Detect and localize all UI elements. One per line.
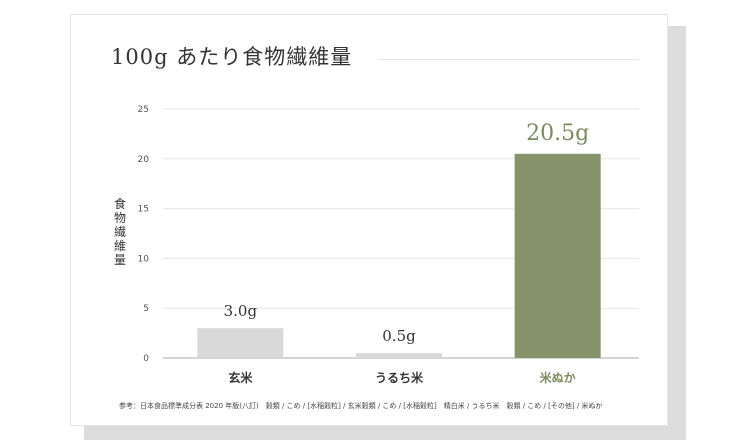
x-tick-label: うるち米 <box>375 370 424 385</box>
bar <box>197 328 284 358</box>
y-tick-label: 0 <box>143 354 149 364</box>
data-label: 0.5g <box>382 327 416 345</box>
data-label: 20.5g <box>526 121 589 146</box>
bar <box>356 353 442 358</box>
title-divider <box>379 59 639 60</box>
bar <box>514 153 601 358</box>
data-label: 3.0g <box>224 302 258 320</box>
y-axis-label: 食物繊維量 <box>113 197 126 267</box>
y-tick-label: 25 <box>138 105 149 115</box>
chart-title: 100g あたり食物繊維量 <box>111 45 353 69</box>
y-tick-label: 15 <box>138 205 149 215</box>
source-note: 参考：日本食品標準成分表 2020 年版(八訂) 穀類 / こめ / [水稲穀粒… <box>119 402 603 410</box>
y-tick-label: 20 <box>138 155 150 165</box>
x-tick-label: 米ぬか <box>540 370 576 385</box>
bar-chart: 0 5 10 15 20 25 3.0g 玄米 0.5g うるち米 20.5g 米ぬか <box>138 105 639 385</box>
chart-card: 100g あたり食物繊維量 食物繊維量 参考：日本食品標準成分表 2020 年版… <box>70 14 668 426</box>
y-tick-label: 5 <box>143 304 149 314</box>
x-tick-label: 玄米 <box>228 370 253 385</box>
y-tick-label: 10 <box>138 254 150 264</box>
